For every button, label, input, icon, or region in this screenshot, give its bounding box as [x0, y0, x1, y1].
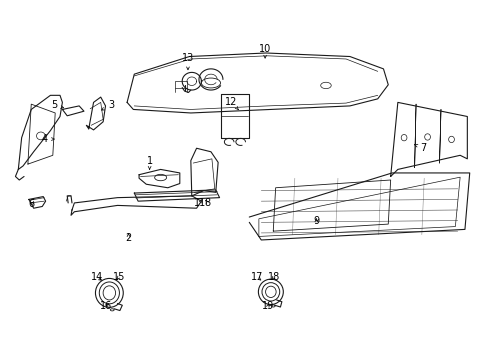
- Text: 9: 9: [313, 216, 319, 226]
- Text: 3: 3: [102, 100, 114, 110]
- Text: 17: 17: [251, 273, 263, 282]
- Text: 18: 18: [267, 273, 279, 282]
- Text: 11: 11: [194, 198, 206, 208]
- Text: 16: 16: [100, 301, 112, 311]
- Text: 19: 19: [261, 301, 274, 311]
- Text: 8: 8: [204, 198, 210, 208]
- Text: 7: 7: [414, 143, 426, 153]
- Text: 14: 14: [91, 272, 103, 282]
- Text: 6: 6: [29, 199, 35, 209]
- Text: 10: 10: [259, 44, 271, 58]
- Text: 4: 4: [41, 134, 54, 144]
- Text: 5: 5: [51, 100, 63, 110]
- Text: 13: 13: [182, 53, 194, 70]
- Text: 1: 1: [146, 156, 152, 169]
- Text: 12: 12: [224, 97, 238, 110]
- Text: 2: 2: [125, 233, 131, 243]
- Text: 15: 15: [113, 272, 125, 282]
